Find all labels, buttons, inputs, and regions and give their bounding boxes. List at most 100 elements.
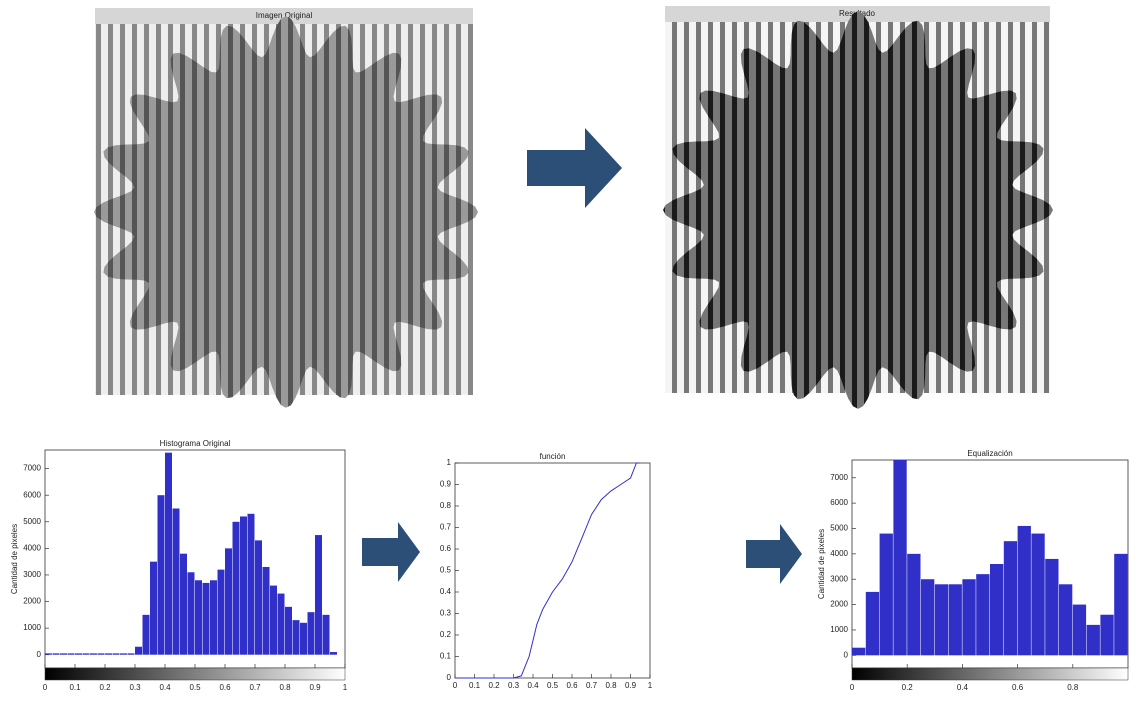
x-tick-label: 0.6 (1012, 683, 1024, 692)
y-tick-label: 4000 (23, 543, 41, 552)
y-tick-label: 2000 (23, 597, 41, 606)
x-tick-label: 0.8 (279, 683, 291, 692)
x-tick-label: 0.6 (566, 681, 578, 690)
bar (1114, 553, 1128, 656)
result-image: Resultado (663, 6, 1053, 409)
y-tick-label: 1000 (23, 623, 41, 632)
bar (1003, 541, 1018, 656)
bar (879, 533, 893, 656)
bar (255, 540, 262, 655)
y-axis-label: Cantidad de pixeles (10, 524, 19, 594)
bar (315, 535, 322, 655)
bar (142, 614, 150, 655)
bar (1017, 525, 1031, 656)
x-tick-label: 0.7 (249, 683, 261, 692)
bar (127, 653, 135, 655)
bar (852, 647, 866, 656)
y-tick-label: 6000 (830, 498, 848, 507)
bar (172, 508, 180, 655)
x-tick-label: 0.6 (219, 683, 231, 692)
bar (907, 553, 921, 656)
bar (45, 653, 52, 655)
y-tick-label: 6000 (23, 490, 41, 499)
bar (210, 580, 217, 655)
bar (893, 460, 907, 656)
y-tick-label: 3000 (830, 574, 848, 583)
bar (150, 561, 157, 655)
x-tick-label: 0.1 (69, 683, 81, 692)
bar (322, 614, 330, 655)
y-tick-label: 0 (844, 650, 849, 659)
bar (180, 553, 187, 655)
bar (97, 653, 105, 655)
y-tick-label: 7000 (830, 473, 848, 482)
y-tick-label: 5000 (23, 517, 41, 526)
bar (232, 521, 240, 655)
bar (1072, 604, 1087, 656)
y-tick-label: 0 (447, 673, 452, 682)
bar (1031, 533, 1045, 656)
bar (217, 569, 225, 655)
x-tick-label: 0 (43, 683, 48, 692)
bar (285, 606, 292, 655)
x-tick-label: 0.2 (488, 681, 500, 690)
x-tick-label: 0.2 (99, 683, 111, 692)
y-tick-label: 0.7 (440, 523, 452, 532)
bar (934, 584, 949, 656)
x-tick-label: 0.9 (309, 683, 321, 692)
x-tick-label: 0.4 (527, 681, 539, 690)
y-tick-label: 0.8 (440, 501, 452, 510)
bar (948, 584, 962, 656)
original-image: Imagen Original (94, 8, 478, 408)
y-tick-label: 7000 (23, 464, 41, 473)
x-tick-label: 0.9 (625, 681, 637, 690)
y-tick-label: 0.1 (440, 652, 452, 661)
bar (247, 513, 255, 655)
title-bar (95, 8, 473, 24)
x-tick-label: 0 (850, 683, 855, 692)
bar (962, 579, 976, 656)
bar (90, 653, 97, 655)
y-tick-label: 0.9 (440, 480, 452, 489)
flower (94, 16, 478, 408)
bar (277, 593, 285, 655)
bar (67, 653, 75, 655)
plot-area (454, 462, 651, 679)
bar (990, 564, 1004, 656)
y-tick-label: 0.3 (440, 609, 452, 618)
x-tick-label: 0.4 (957, 683, 969, 692)
y-tick-label: 0 (37, 650, 42, 659)
bar (307, 612, 315, 655)
colorbar (851, 667, 1129, 681)
bar (976, 574, 990, 656)
bar (75, 653, 82, 655)
chart-title: Histograma Original (160, 439, 231, 448)
line (455, 462, 641, 679)
bar (865, 591, 880, 656)
x-tick-label: 0.4 (159, 683, 171, 692)
bar (1059, 584, 1073, 656)
image-title: Imagen Original (256, 11, 313, 20)
x-tick-label: 0.8 (605, 681, 617, 690)
bar (1086, 624, 1100, 656)
bar (240, 516, 247, 655)
y-tick-label: 1000 (830, 625, 848, 634)
bar (1045, 558, 1059, 656)
colorbar (44, 667, 346, 681)
bar (195, 580, 202, 655)
x-tick-label: 0.3 (129, 683, 141, 692)
y-tick-label: 0.5 (440, 566, 452, 575)
x-tick-label: 0.3 (508, 681, 520, 690)
bar (165, 452, 172, 655)
bar (60, 653, 67, 655)
bar (270, 585, 277, 655)
bar (82, 653, 90, 655)
bar (1100, 614, 1114, 656)
y-axis-label: Cantidad de pixeles (817, 529, 826, 599)
bar (112, 653, 120, 655)
bar (202, 582, 210, 655)
chart-title: Equalización (967, 449, 1012, 458)
bar (120, 653, 127, 655)
y-tick-label: 0.4 (440, 587, 452, 596)
